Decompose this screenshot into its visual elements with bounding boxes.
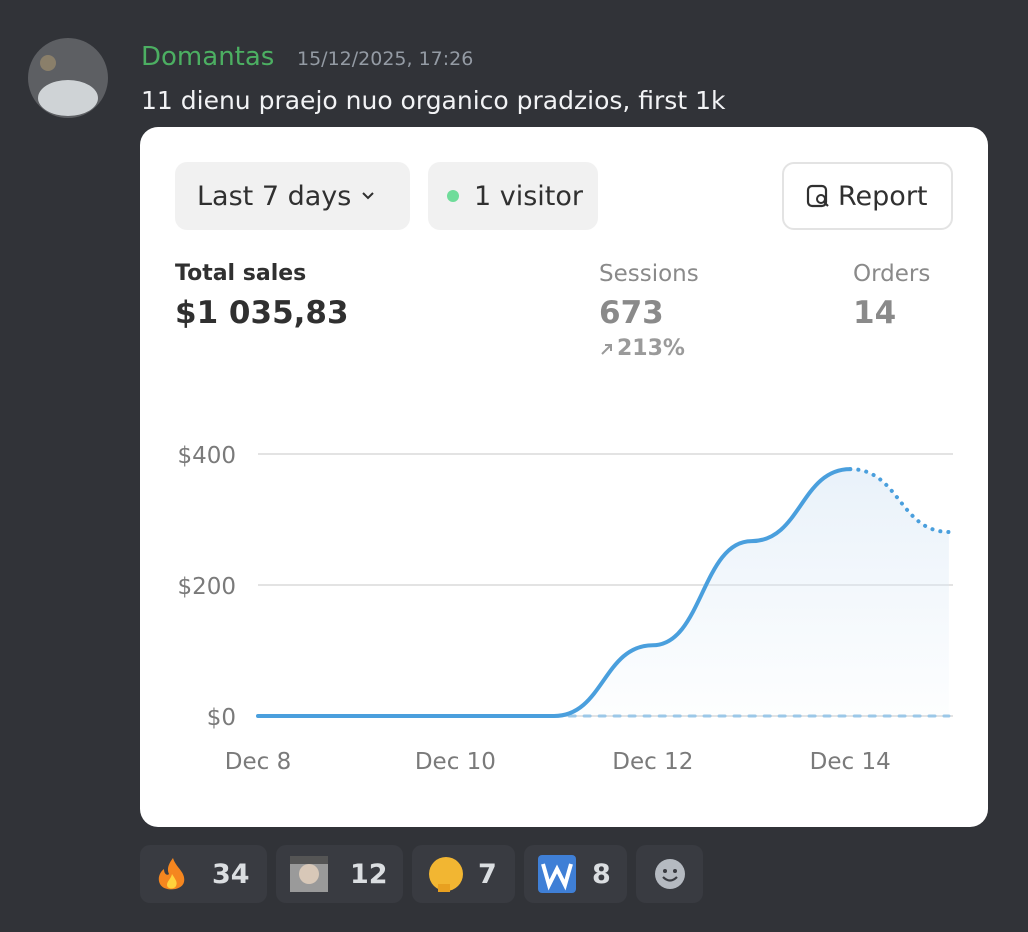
message-text: 11 dienu praejo nuo organico pradzios, f… — [141, 86, 726, 115]
add-reaction[interactable] — [636, 845, 703, 903]
x-tick-label: Dec 8 — [225, 749, 291, 775]
metric-label: Total sales — [175, 261, 307, 286]
reaction[interactable]: 8 — [524, 845, 627, 903]
visitor-label: 1 visitor — [474, 180, 584, 212]
author[interactable]: Domantas — [141, 42, 275, 72]
reaction-count: 7 — [478, 858, 497, 890]
line — [256, 467, 853, 719]
reaction[interactable]: 12 — [276, 845, 403, 903]
metric-change: 213% — [597, 336, 685, 361]
y-tick-label: $0 — [207, 705, 236, 731]
up-arrow — [601, 343, 612, 355]
reaction[interactable]: 34 — [140, 845, 267, 903]
metric-label: Orders — [853, 261, 931, 287]
range-label: Last 7 days — [197, 180, 352, 212]
report-icon — [806, 184, 829, 208]
reaction-count: 8 — [592, 858, 611, 890]
chevron — [362, 192, 375, 200]
thinking-emoji — [429, 857, 463, 892]
visitor-badge: 1 visitor — [428, 162, 598, 230]
report-label: Report — [838, 180, 928, 212]
fire-emoji — [158, 858, 185, 890]
custom-emoji — [290, 856, 328, 892]
area-fill — [258, 469, 949, 716]
line-projected — [848, 467, 951, 534]
metric-value: 14 — [853, 295, 897, 331]
w-emoji — [538, 855, 576, 893]
x-tick-label: Dec 12 — [612, 749, 693, 775]
y-tick-label: $400 — [177, 443, 236, 469]
smile-icon — [654, 859, 685, 889]
report-button[interactable]: Report — [782, 162, 953, 230]
timestamp: 15/12/2025, 17:26 — [297, 48, 474, 70]
status-dot — [447, 190, 459, 202]
change-value: 213% — [617, 336, 685, 361]
range-button[interactable]: Last 7 days — [175, 162, 410, 230]
metric-label: Sessions — [599, 261, 699, 287]
metric-value: $1 035,83 — [175, 295, 349, 331]
y-tick-label: $200 — [177, 574, 236, 600]
x-tick-label: Dec 14 — [810, 749, 891, 775]
x-tick-label: Dec 10 — [415, 749, 496, 775]
reaction[interactable]: 7 — [412, 845, 515, 903]
reaction-count: 34 — [212, 858, 250, 890]
reaction-count: 12 — [350, 858, 388, 890]
metric-value: 673 — [599, 295, 664, 331]
avatar[interactable] — [28, 38, 108, 118]
